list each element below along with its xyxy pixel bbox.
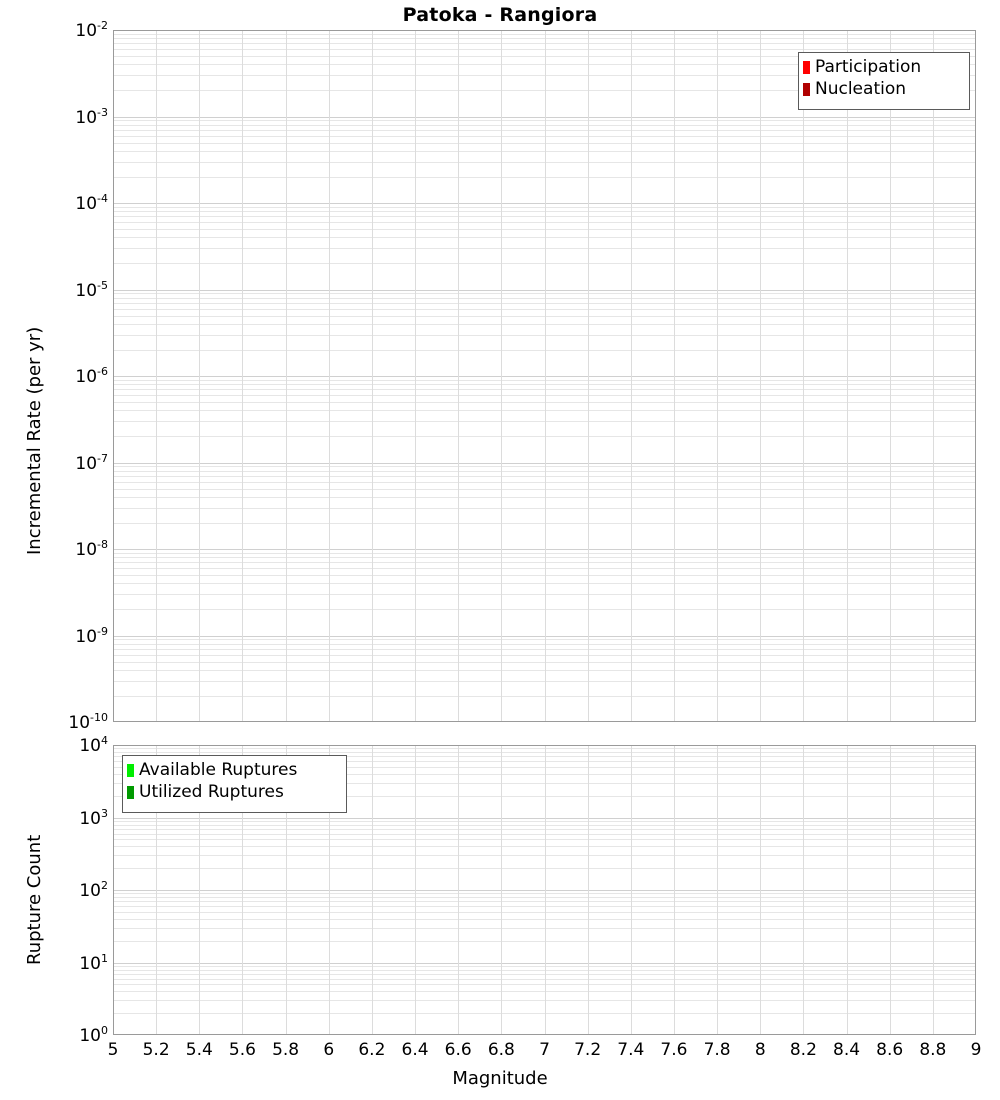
x-tick-label: 8 bbox=[754, 1040, 766, 1060]
x-tick-label: 6.8 bbox=[487, 1040, 515, 1060]
grid-line-vertical bbox=[932, 746, 934, 1034]
x-tick-label: 8.8 bbox=[919, 1040, 947, 1060]
legend-label: Participation bbox=[815, 56, 922, 77]
grid-line-vertical bbox=[630, 746, 632, 1034]
grid-line-vertical bbox=[458, 746, 460, 1034]
grid-line-vertical bbox=[242, 31, 244, 721]
grid-line-vertical bbox=[803, 746, 805, 1034]
legend-swatch-icon bbox=[127, 785, 134, 799]
grid-line-vertical bbox=[587, 746, 589, 1034]
x-tick-label: 5 bbox=[107, 1040, 119, 1060]
grid-line-vertical bbox=[415, 746, 417, 1034]
grid-line-vertical bbox=[371, 31, 373, 721]
grid-line-vertical bbox=[717, 31, 719, 721]
top-legend: Participation Nucleation bbox=[798, 52, 970, 110]
grid-line-vertical bbox=[501, 31, 503, 721]
x-tick-label: 8.6 bbox=[876, 1040, 904, 1060]
y-tick-label: 10-6 bbox=[75, 365, 108, 387]
x-tick-label: 8.2 bbox=[789, 1040, 817, 1060]
grid-line-vertical bbox=[199, 746, 201, 1034]
participation-nucleation-legend-item[interactable]: Nucleation bbox=[803, 78, 963, 100]
grid-line-vertical bbox=[199, 31, 201, 721]
grid-line-vertical bbox=[242, 746, 244, 1034]
incremental-rate-plot bbox=[113, 30, 976, 722]
grid-line-vertical bbox=[630, 31, 632, 721]
y-tick-label: 101 bbox=[79, 951, 108, 974]
y-tick-label: 10-2 bbox=[75, 19, 108, 41]
y-tick-label: 10-4 bbox=[75, 192, 108, 214]
participation-nucleation-legend-item[interactable]: Participation bbox=[803, 56, 963, 78]
y-tick-label: 10-5 bbox=[75, 278, 108, 301]
ruptures-legend-item[interactable]: Available Ruptures bbox=[127, 759, 340, 781]
grid-line-vertical bbox=[932, 31, 934, 721]
ruptures-legend-item[interactable]: Utilized Ruptures bbox=[127, 781, 340, 803]
x-tick-label: 6.4 bbox=[401, 1040, 429, 1060]
x-axis-label: Magnitude bbox=[452, 1068, 548, 1089]
grid-line-vertical bbox=[285, 31, 287, 721]
grid-line-vertical bbox=[760, 31, 762, 721]
x-tick-label: 6 bbox=[323, 1040, 335, 1060]
grid-line-vertical bbox=[113, 746, 114, 1034]
grid-line-vertical bbox=[156, 746, 158, 1034]
legend-label: Nucleation bbox=[815, 78, 907, 99]
x-tick-label: 5.2 bbox=[142, 1040, 170, 1060]
legend-swatch-icon bbox=[803, 60, 810, 74]
grid-line-vertical bbox=[371, 746, 373, 1034]
grid-line-vertical bbox=[415, 31, 417, 721]
legend-swatch-icon bbox=[127, 763, 134, 777]
bottom-y-tick-labels: 104 103 102 101 100 bbox=[0, 0, 108, 1100]
grid-line-vertical bbox=[156, 31, 158, 721]
x-tick-label: 5.6 bbox=[228, 1040, 256, 1060]
y-tick-label: 10-9 bbox=[75, 624, 108, 647]
y-tick-label: 10-8 bbox=[75, 538, 108, 560]
grid-line-vertical bbox=[113, 31, 114, 721]
grid-line-vertical bbox=[544, 746, 546, 1034]
grid-line-vertical bbox=[673, 31, 675, 721]
x-tick-label: 8.4 bbox=[833, 1040, 861, 1060]
grid-line-vertical bbox=[328, 746, 330, 1034]
x-tick-label: 5.4 bbox=[185, 1040, 213, 1060]
bottom-legend: Available Ruptures Utilized Ruptures bbox=[122, 755, 347, 813]
grid-line-vertical bbox=[501, 746, 503, 1034]
grid-line-vertical bbox=[717, 746, 719, 1034]
x-tick-label: 6.6 bbox=[444, 1040, 472, 1060]
grid-line-vertical bbox=[544, 31, 546, 721]
grid-line-vertical bbox=[673, 746, 675, 1034]
x-tick-label: 7.4 bbox=[617, 1040, 645, 1060]
x-tick-label: 7.6 bbox=[660, 1040, 688, 1060]
y-tick-label: 10-7 bbox=[75, 451, 108, 474]
y-tick-label: 102 bbox=[79, 879, 108, 901]
y-tick-label: 100 bbox=[79, 1024, 108, 1046]
grid-line-vertical bbox=[760, 746, 762, 1034]
legend-label: Utilized Ruptures bbox=[139, 781, 284, 802]
grid-line-vertical bbox=[803, 31, 805, 721]
bottom-y-axis-label: Rupture Count bbox=[24, 834, 45, 965]
x-tick-label: 6.2 bbox=[358, 1040, 386, 1060]
x-tick-label: 7 bbox=[539, 1040, 550, 1060]
legend-swatch-icon bbox=[803, 82, 810, 96]
x-tick-labels: 5 5.2 5.4 5.6 5.8 6 6.2 6.4 6.6 6.8 7 7.2 7.4 7.6 7.8 8… bbox=[0, 1040, 1000, 1064]
grid-line-vertical bbox=[846, 746, 848, 1034]
x-tick-label: 5.8 bbox=[272, 1040, 300, 1060]
grid-line-vertical bbox=[889, 746, 891, 1034]
grid-line-vertical bbox=[328, 31, 330, 721]
x-tick-label: 9 bbox=[970, 1040, 982, 1060]
grid-line-vertical bbox=[587, 31, 589, 721]
grid-line-vertical bbox=[889, 31, 891, 721]
top-y-tick-labels: 10-2 10-3 10-4 10-5 10-6 10-7 10-8 10-9 10-10 bbox=[0, 0, 108, 1100]
x-tick-label: 7.8 bbox=[703, 1040, 731, 1060]
grid-line-vertical bbox=[285, 746, 287, 1034]
y-tick-label: 103 bbox=[79, 806, 108, 829]
y-tick-label: 104 bbox=[79, 734, 108, 756]
legend-label: Available Ruptures bbox=[139, 759, 298, 780]
grid-line-vertical bbox=[458, 31, 460, 721]
y-tick-label: 10-10 bbox=[68, 711, 108, 733]
page-title: Patoka - Rangiora bbox=[402, 4, 598, 26]
x-tick-label: 7.2 bbox=[574, 1040, 602, 1060]
grid-line-vertical bbox=[846, 31, 848, 721]
y-tick-label: 10-3 bbox=[75, 105, 108, 128]
